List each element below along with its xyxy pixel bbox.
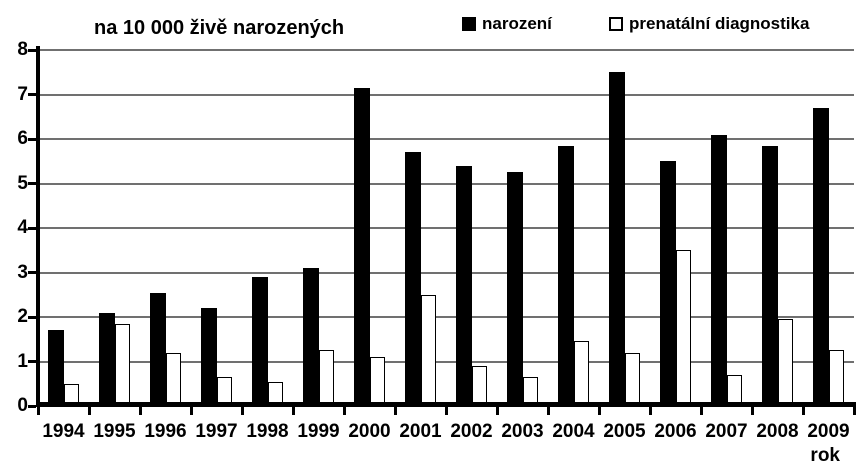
x-axis-tick <box>801 407 805 415</box>
gridline <box>38 227 854 229</box>
bar-prenatalni-diagnostika-2008 <box>778 319 793 406</box>
y-tick-label-5: 5 <box>17 172 28 194</box>
bar-narozeni-1999 <box>303 268 319 406</box>
bar-prenatalni-diagnostika-1996 <box>166 353 181 406</box>
x-tick-label-2006: 2006 <box>654 421 697 442</box>
bar-prenatalni-diagnostika-2006 <box>676 250 691 406</box>
gridline <box>38 49 854 51</box>
x-axis-tick <box>648 407 652 415</box>
x-tick-label-1999: 1999 <box>297 421 340 442</box>
bar-narozeni-2006 <box>660 161 676 406</box>
bar-prenatalni-diagnostika-2004 <box>574 341 589 406</box>
x-axis-tick <box>597 407 601 415</box>
x-tick-label-1998: 1998 <box>246 421 289 442</box>
bar-prenatalni-diagnostika-2009 <box>829 350 844 406</box>
bar-narozeni-1994 <box>48 330 64 406</box>
y-tick-label-4: 4 <box>17 217 28 238</box>
x-axis-tick <box>240 407 244 415</box>
bar-narozeni-2000 <box>354 88 370 406</box>
x-tick-label-2000: 2000 <box>348 421 391 442</box>
x-axis-line <box>36 402 856 407</box>
x-tick-label-2004: 2004 <box>552 421 595 442</box>
x-axis-tick <box>342 407 346 415</box>
y-axis-tick <box>28 226 36 230</box>
x-tick-label-2001: 2001 <box>399 421 442 442</box>
gridline <box>38 93 854 96</box>
x-axis-tick <box>189 407 193 415</box>
bar-prenatalni-diagnostika-2001 <box>421 295 436 406</box>
x-tick-label-2008: 2008 <box>756 421 799 442</box>
y-axis-tick <box>28 315 36 319</box>
bar-narozeni-2008 <box>762 146 778 406</box>
bar-narozeni-1995 <box>99 313 115 406</box>
bar-narozeni-2003 <box>507 172 523 406</box>
x-tick-label-2005: 2005 <box>603 421 646 442</box>
gridline <box>38 182 854 185</box>
bar-prenatalni-diagnostika-2005 <box>625 353 640 406</box>
x-tick-label-2009: 2009 <box>807 421 850 442</box>
x-axis-tick <box>699 407 703 415</box>
legend-item-narozeni: narození <box>462 14 552 34</box>
x-tick-label-2002: 2002 <box>450 421 493 442</box>
gridline <box>38 316 854 318</box>
y-axis-tick <box>28 48 36 52</box>
y-tick-label-1: 1 <box>17 350 28 372</box>
x-axis-tick <box>495 407 499 415</box>
y-axis-tick <box>28 360 36 363</box>
x-axis-title: rok <box>810 445 840 466</box>
y-axis-line <box>36 46 40 407</box>
x-axis-tick <box>36 407 40 415</box>
x-axis-tick <box>291 407 295 415</box>
bar-narozeni-2004 <box>558 146 574 406</box>
x-axis-tick <box>750 407 754 415</box>
x-tick-label-1995: 1995 <box>93 421 136 442</box>
legend-swatch-outlined-icon <box>609 17 623 31</box>
bar-narozeni-2005 <box>609 72 625 406</box>
x-tick-label-1996: 1996 <box>144 421 187 442</box>
y-axis-tick <box>28 182 36 185</box>
bar-narozeni-1997 <box>201 308 217 406</box>
y-tick-label-7: 7 <box>17 83 28 105</box>
y-tick-label-2: 2 <box>17 306 28 327</box>
gridline <box>38 360 854 363</box>
y-tick-label-8: 8 <box>17 39 28 60</box>
bar-prenatalni-diagnostika-1995 <box>115 324 130 406</box>
x-axis-tick <box>138 407 142 415</box>
legend-label-prenatalni-diagnostika: prenatální diagnostika <box>629 14 810 33</box>
y-axis-tick <box>28 404 36 408</box>
y-tick-label-3: 3 <box>17 261 28 283</box>
x-axis-tick <box>852 407 856 415</box>
x-axis-tick <box>393 407 397 415</box>
x-axis-tick <box>87 407 91 415</box>
gridline <box>38 138 854 140</box>
gridline <box>38 271 854 274</box>
y-tick-label-6: 6 <box>17 128 28 149</box>
x-axis-tick <box>444 407 448 415</box>
legend-item-prenatalni-diagnostika: prenatální diagnostika <box>609 14 809 34</box>
x-tick-label-1994: 1994 <box>42 421 85 442</box>
y-axis-tick <box>28 137 36 141</box>
y-tick-label-0: 0 <box>17 395 28 416</box>
bar-narozeni-2007 <box>711 135 727 406</box>
x-tick-label-1997: 1997 <box>195 421 238 442</box>
plot-area <box>38 49 854 406</box>
bar-narozeni-2009 <box>813 108 829 406</box>
bar-prenatalni-diagnostika-2000 <box>370 357 385 406</box>
bar-narozeni-2001 <box>405 152 421 406</box>
chart-title: na 10 000 živě narozených <box>94 17 345 39</box>
x-tick-label-2007: 2007 <box>705 421 748 442</box>
bar-narozeni-1996 <box>150 293 166 406</box>
bar-narozeni-2002 <box>456 166 472 406</box>
bar-prenatalni-diagnostika-1999 <box>319 350 334 406</box>
x-tick-label-2003: 2003 <box>501 421 544 442</box>
bar-narozeni-1998 <box>252 277 268 406</box>
y-axis-tick <box>28 93 36 96</box>
bar-prenatalni-diagnostika-2002 <box>472 366 487 406</box>
legend-swatch-filled-icon <box>462 17 476 31</box>
x-axis-tick <box>546 407 550 415</box>
y-axis-tick <box>28 271 36 274</box>
legend-label-narozeni: narození <box>482 14 552 33</box>
